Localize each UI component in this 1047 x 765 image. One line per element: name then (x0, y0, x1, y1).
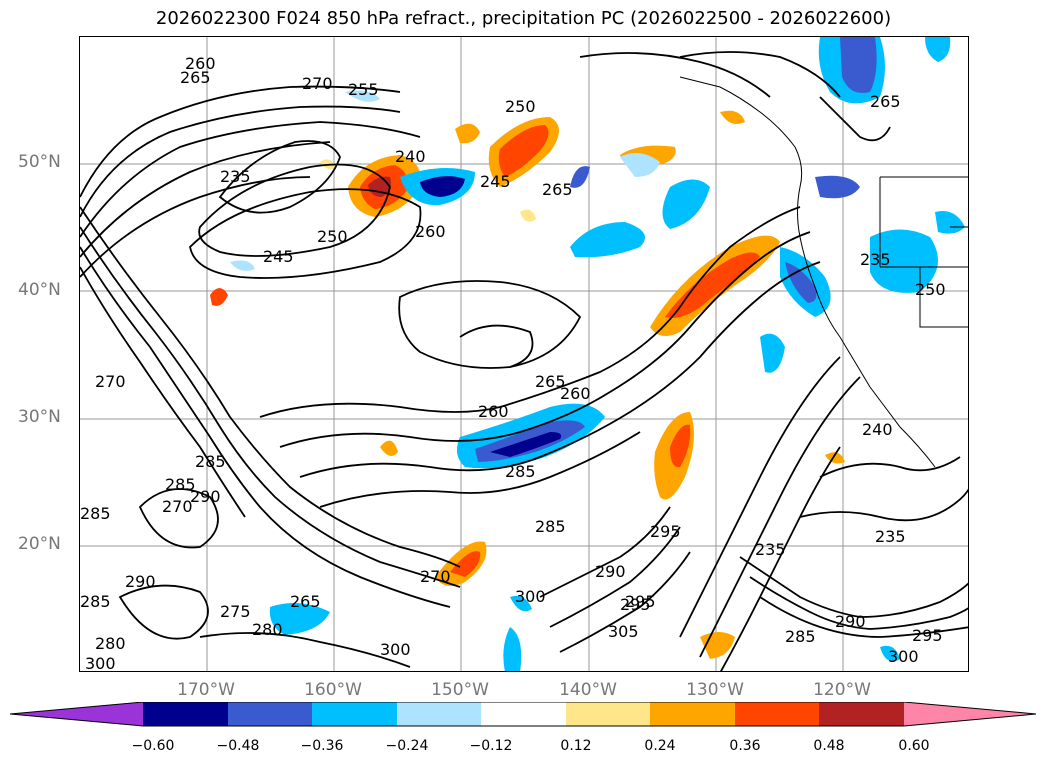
colorbar-segment (312, 702, 397, 726)
contour-label: 295 (625, 592, 656, 611)
refractivity-contours (80, 51, 968, 671)
contour-label: 265 (542, 180, 573, 199)
contour-label: 265 (535, 372, 566, 391)
contour-label: 300 (888, 647, 919, 666)
colorbar-tick: −0.24 (385, 738, 429, 754)
colorbar-segment (904, 702, 1036, 726)
contour-label: 235 (220, 167, 251, 186)
contour-label: 255 (348, 80, 379, 99)
map-title: 2026022300 F024 850 hPa refract., precip… (155, 8, 892, 29)
colorbar-segment (397, 702, 481, 726)
contour-label: 250 (317, 227, 348, 246)
lon-label-120w: 120°W (813, 680, 871, 700)
contour-label: 285 (535, 517, 566, 536)
contour-label: 260 (478, 402, 509, 421)
colorbar-segment (481, 702, 566, 726)
colorbar-segment (143, 702, 228, 726)
contour-labels: 260 265 270 255 235 240 245 250 250 245 … (80, 54, 946, 672)
colorbar-segment (10, 702, 143, 726)
colorbar-outline (10, 702, 1037, 727)
colorbar-segment (650, 702, 735, 726)
contour-label: 260 (415, 222, 446, 241)
contour-label: 285 (505, 462, 536, 481)
colorbar-tick: 0.12 (560, 738, 592, 754)
contour-label: 265 (290, 592, 321, 611)
contour-label: 280 (252, 620, 283, 639)
contour-label: 270 (162, 497, 193, 516)
contour-label: 280 (95, 634, 126, 653)
colorbar-segment (228, 702, 312, 726)
contour-label: 285 (80, 504, 111, 523)
contour-label: 290 (125, 572, 156, 591)
contour-label: 270 (420, 567, 451, 586)
colorbar-tick: 0.36 (729, 738, 761, 754)
lat-label-30n: 30°N (18, 407, 61, 427)
contour-label: 240 (862, 420, 893, 439)
colorbar-segment (819, 702, 904, 726)
colorbar-tick: −0.36 (300, 738, 344, 754)
contour-label: 265 (180, 68, 211, 87)
contour-label: 290 (190, 487, 221, 506)
contour-label: 270 (302, 74, 333, 93)
contour-label: 260 (560, 384, 591, 403)
contour-label: 275 (220, 602, 251, 621)
colorbar (10, 702, 1037, 727)
contour-label: 285 (165, 475, 196, 494)
coastlines (679, 76, 968, 468)
contour-label: 285 (80, 592, 111, 611)
colorbar-tick: 0.48 (813, 738, 845, 754)
contour-label: 240 (395, 147, 426, 166)
colorbar-tick: −0.48 (216, 738, 260, 754)
contour-label: 295 (650, 522, 681, 541)
colorbar-tick: −0.60 (131, 738, 175, 754)
contour-label: 235 (755, 540, 786, 559)
contour-label: 260 (185, 54, 216, 73)
contour-label: 285 (195, 452, 226, 471)
contour-label: 245 (480, 172, 511, 191)
lat-label-20n: 20°N (18, 534, 61, 554)
lon-label-150w: 150°W (431, 680, 489, 700)
contour-label: 250 (915, 280, 946, 299)
map-panel: 260 265 270 255 235 240 245 250 250 245 … (79, 36, 969, 672)
contour-label: 235 (875, 527, 906, 546)
contour-label: 290 (595, 562, 626, 581)
lon-label-130w: 130°W (686, 680, 744, 700)
lat-label-40n: 40°N (18, 280, 61, 300)
precip-shading (210, 37, 965, 671)
contour-label: 290 (835, 612, 866, 631)
colorbar-tick: 0.24 (644, 738, 676, 754)
contour-label: 300 (515, 587, 546, 606)
colorbar-segment (566, 702, 650, 726)
contour-label: 295 (620, 595, 651, 614)
contour-label: 265 (870, 92, 901, 111)
colorbar-tick: −0.12 (469, 738, 513, 754)
contour-label: 270 (95, 372, 126, 391)
contour-label: 300 (380, 640, 411, 659)
lat-label-50n: 50°N (18, 152, 61, 172)
colorbar-segment (735, 702, 819, 726)
contour-label: 305 (608, 622, 639, 641)
contour-label: 250 (505, 97, 536, 116)
map-canvas: 260 265 270 255 235 240 245 250 250 245 … (80, 37, 968, 672)
lon-label-140w: 140°W (559, 680, 617, 700)
contour-label: 235 (860, 250, 891, 269)
lon-label-170w: 170°W (177, 680, 235, 700)
contour-label: 285 (785, 627, 816, 646)
contour-label: 295 (912, 626, 943, 645)
contour-label: 245 (263, 247, 294, 266)
colorbar-tick: 0.60 (898, 738, 930, 754)
contour-label: 300 (85, 654, 116, 672)
lon-label-160w: 160°W (304, 680, 362, 700)
